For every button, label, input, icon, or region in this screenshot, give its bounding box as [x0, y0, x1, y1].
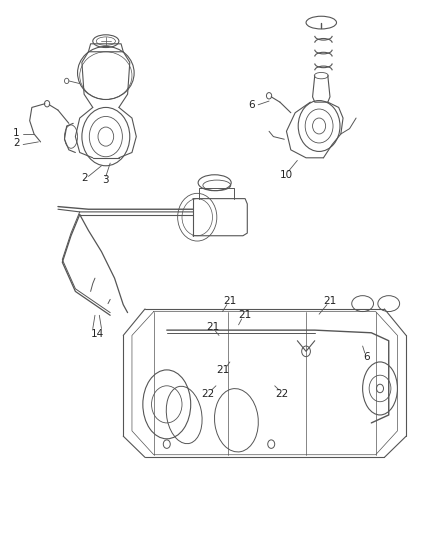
Text: 21: 21: [217, 365, 230, 375]
Text: 2: 2: [81, 173, 88, 183]
Text: 21: 21: [206, 322, 219, 333]
Text: 1: 1: [13, 128, 20, 138]
Text: 3: 3: [102, 175, 109, 185]
Text: 21: 21: [223, 296, 237, 306]
Text: 14: 14: [91, 329, 104, 339]
Text: 21: 21: [323, 296, 337, 306]
Text: 22: 22: [276, 389, 289, 399]
Text: 21: 21: [238, 310, 252, 320]
Text: 6: 6: [364, 352, 370, 361]
Text: 2: 2: [13, 139, 20, 149]
Text: 10: 10: [280, 171, 293, 180]
Text: 22: 22: [201, 389, 215, 399]
Text: 6: 6: [248, 100, 255, 110]
